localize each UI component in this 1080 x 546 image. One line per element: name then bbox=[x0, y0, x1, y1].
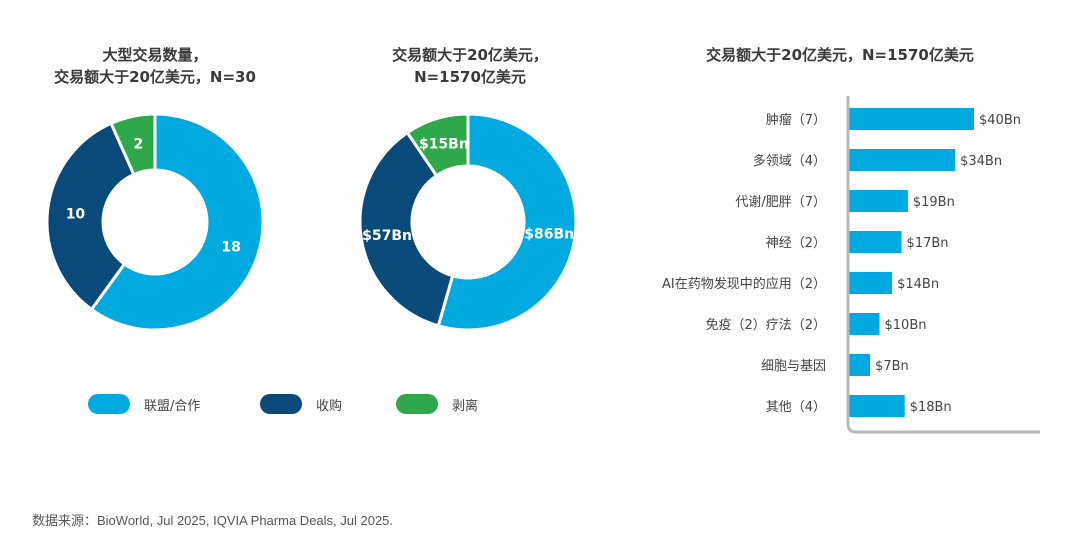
legend-item-divestiture: 剥离 bbox=[396, 393, 478, 415]
donut1-title-line2: 交易额大于20亿美元，N=30 bbox=[54, 68, 256, 86]
donut2-label-divestiture: $15Bn bbox=[419, 137, 469, 153]
bar bbox=[848, 272, 893, 294]
donut2-slice-alliance bbox=[436, 112, 578, 332]
bar-title: 交易额大于20亿美元，N=1570亿美元 bbox=[660, 44, 1020, 66]
donut1-slice-divestiture bbox=[109, 112, 157, 177]
donut1-label-acquisition: 10 bbox=[66, 207, 86, 223]
bar-chart: 肿瘤（7） $40Bn 多领域（4） $34Bn 代谢/肥胖（7） $19Bn 神经（2） $… bbox=[662, 96, 1040, 434]
donut2-label-alliance: $86Bn bbox=[524, 226, 574, 242]
donut2-label-acquisition: $57Bn bbox=[362, 228, 412, 244]
legend-swatch-acquisition bbox=[260, 394, 302, 414]
bar-category-label: 肿瘤（7） bbox=[766, 112, 826, 128]
bar-category-label: 其他（4） bbox=[766, 400, 826, 415]
donut1-label-divestiture: 2 bbox=[133, 137, 143, 153]
bar bbox=[848, 190, 908, 212]
bar-axis bbox=[846, 96, 1040, 434]
bar-value-label: $18Bn bbox=[910, 400, 952, 415]
bar-category-label: AI在药物发现中的应用（2） bbox=[662, 276, 826, 292]
bar bbox=[848, 231, 902, 253]
bar-value-label: $7Bn bbox=[875, 359, 909, 374]
legend-swatch-divestiture bbox=[396, 394, 438, 414]
bar bbox=[848, 313, 880, 335]
legend-item-alliance: 联盟/合作 bbox=[88, 393, 200, 415]
legend-swatch-alliance bbox=[88, 394, 130, 414]
bar-category-label: 代谢/肥胖（7） bbox=[735, 194, 826, 210]
donut1-label-alliance: 18 bbox=[221, 240, 240, 256]
bar-value-label: $40Bn bbox=[979, 113, 1021, 128]
donut2-title: 交易额大于20亿美元， N=1570亿美元 bbox=[350, 44, 590, 88]
donut1-slice-alliance bbox=[89, 112, 265, 332]
legend-label-divestiture: 剥离 bbox=[452, 398, 479, 414]
bar-category-label: 多领域（4） bbox=[753, 153, 826, 169]
donut2-slice-divestiture bbox=[405, 112, 470, 178]
bar-value-label: $10Bn bbox=[885, 318, 927, 333]
bar-value-label: $14Bn bbox=[897, 277, 939, 292]
legend: 联盟/合作 收购 剥离 bbox=[88, 393, 608, 415]
bar-value-label: $17Bn bbox=[907, 236, 949, 251]
legend-label-acquisition: 收购 bbox=[316, 398, 343, 414]
bar bbox=[848, 354, 871, 376]
donut2-chart: $86Bn $57Bn $15Bn bbox=[358, 112, 578, 332]
legend-item-acquisition: 收购 bbox=[260, 393, 342, 415]
bar bbox=[848, 108, 974, 130]
donut1-slice-acquisition bbox=[45, 121, 136, 312]
donut2-title-line1: 交易额大于20亿美元， bbox=[392, 46, 548, 64]
bar bbox=[848, 149, 956, 171]
legend-label-alliance: 联盟/合作 bbox=[144, 398, 201, 414]
donut2-slice-acquisition bbox=[358, 130, 455, 328]
donut1-title: 大型交易数量， 交易额大于20亿美元，N=30 bbox=[40, 44, 270, 88]
bar bbox=[848, 395, 905, 417]
donut1-chart: 18 10 2 bbox=[45, 112, 265, 332]
donut1-title-line1: 大型交易数量， bbox=[102, 46, 208, 64]
bar-category-label: 免疫（2）疗法（2） bbox=[705, 317, 826, 333]
source-note: 数据来源：BioWorld, Jul 2025, IQVIA Pharma De… bbox=[32, 513, 394, 528]
bar-category-label: 细胞与基因 bbox=[761, 359, 826, 374]
bar-category-label: 神经（2） bbox=[766, 236, 826, 251]
bar-value-label: $34Bn bbox=[960, 154, 1002, 169]
bar-value-label: $19Bn bbox=[913, 195, 955, 210]
donut2-title-line2: N=1570亿美元 bbox=[414, 68, 526, 86]
bar-title-text: 交易额大于20亿美元，N=1570亿美元 bbox=[706, 46, 974, 64]
